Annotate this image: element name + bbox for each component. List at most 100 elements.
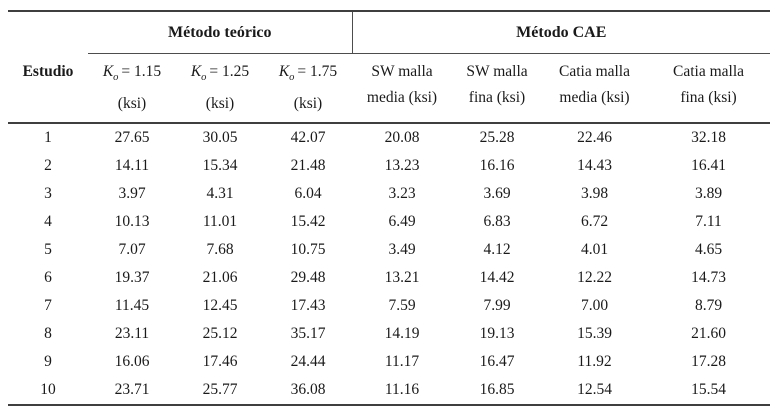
value-cell: 16.85 [479,381,515,398]
value-cell: 15.54 [691,381,726,398]
value-cell: 13.21 [384,269,420,286]
table-row: 7 11.45 12.45 17.43 7.59 7.99 7.00 8.79 [8,292,770,320]
table-row: 1 27.65 30.05 42.07 20.08 25.28 22.46 32.18 [8,123,770,152]
estudio-cell: 3 [44,185,52,202]
value-cell: 22.46 [577,129,612,146]
header-line2: fina (ksi) [680,89,737,106]
value-cell: 16.06 [114,353,150,370]
value-cell: 17.43 [290,297,326,314]
value-cell: 36.08 [290,381,326,398]
table-row: 10 23.71 25.77 36.08 11.16 16.85 12.54 15.54 [8,376,770,405]
value-cell: 27.65 [114,129,150,146]
value-cell: 29.48 [290,269,326,286]
header-line1: Catia malla [558,63,630,80]
value-cell: 15.39 [577,325,612,342]
table-row: 4 10.13 11.01 15.42 6.49 6.83 6.72 7.11 [8,208,770,236]
value-cell: 8.79 [694,297,723,314]
value-cell: 23.71 [114,381,150,398]
value-cell: 4.01 [580,241,609,258]
value-cell: 4.31 [206,185,234,202]
header-line1: SW malla [371,63,433,80]
value-cell: 7.99 [483,297,511,314]
value-cell: 25.12 [202,325,238,342]
value-cell: 25.77 [202,381,238,398]
value-cell: 11.92 [577,353,612,370]
value-cell: 4.65 [694,241,723,258]
value-cell: 12.54 [577,381,612,398]
value-cell: 17.46 [202,353,238,370]
unit-label: (ksi) [117,95,147,113]
value-cell: 11.45 [114,297,150,314]
unit-label: (ksi) [293,95,323,113]
estudio-cell: 6 [44,269,52,286]
estudio-cell: 5 [44,241,52,258]
estudio-cell: 4 [44,213,52,230]
value-cell: 7.59 [388,297,416,314]
value-cell: 12.22 [577,269,612,286]
k-subscript: o [113,72,119,84]
value-cell: 16.41 [691,157,726,174]
k-symbol: K [278,63,290,80]
col-header-k175: Ko = 1.75 (ksi) [264,53,352,124]
group-header-metodo-teorico: Método teórico [88,11,352,54]
k-value: = 1.25 [209,63,250,80]
value-cell: 21.60 [691,325,726,342]
value-cell: 7.00 [580,297,609,314]
value-cell: 20.08 [384,129,420,146]
value-cell: 16.16 [479,157,515,174]
value-cell: 25.28 [479,129,515,146]
value-cell: 10.75 [290,241,326,258]
value-cell: 6.83 [483,213,511,230]
k-value: = 1.75 [297,63,338,80]
value-cell: 14.43 [577,157,612,174]
value-cell: 21.06 [202,269,238,286]
col-header-catia-malla-media: Catia malla media (ksi) [542,53,647,124]
column-header-row: Estudio Ko = 1.15 (ksi) Ko = 1.25 (ksi) Ko… [8,53,771,124]
table-row: 8 23.11 25.12 35.17 14.19 19.13 15.39 21.60 [8,320,770,348]
value-cell: 6.49 [388,213,416,230]
value-cell: 12.45 [202,297,238,314]
value-cell: 17.28 [691,353,726,370]
value-cell: 6.04 [294,185,322,202]
value-cell: 19.13 [479,325,515,342]
group-header-metodo-cae: Método CAE [351,11,771,54]
value-cell: 7.07 [118,241,146,258]
value-cell: 14.19 [384,325,420,342]
value-cell: 21.48 [290,157,326,174]
table-row: 5 7.07 7.68 10.75 3.49 4.12 4.01 4.65 [8,236,770,264]
col-header-sw-malla-media: SW malla media (ksi) [352,53,452,124]
value-cell: 14.11 [114,157,150,174]
value-cell: 19.37 [114,269,150,286]
value-cell: 6.72 [580,213,609,230]
table-row: 3 3.97 4.31 6.04 3.23 3.69 3.98 3.89 [8,180,770,208]
value-cell: 35.17 [290,325,326,342]
value-cell: 3.98 [580,185,609,202]
value-cell: 7.11 [695,213,722,230]
header-line2: media (ksi) [366,89,438,106]
value-cell: 10.13 [114,213,150,230]
unit-label: (ksi) [205,95,235,113]
estudio-cell: 10 [40,381,56,398]
value-cell: 32.18 [691,129,726,146]
header-line1: Catia malla [673,63,745,80]
header-line2: fina (ksi) [468,89,526,106]
value-cell: 3.89 [694,185,723,202]
k-symbol: K [102,63,114,80]
group-header-row: Método teórico Método CAE [8,11,771,54]
value-cell: 3.69 [483,185,511,202]
k-subscript: o [201,72,207,84]
value-cell: 13.23 [384,157,420,174]
col-header-estudio: Estudio [8,53,88,124]
value-cell: 4.12 [483,241,511,258]
col-header-sw-malla-fina: SW malla fina (ksi) [452,53,542,124]
value-cell: 7.68 [206,241,234,258]
value-cell: 11.17 [384,353,420,370]
value-cell: 11.01 [202,213,238,230]
header-line1: SW malla [466,63,528,80]
value-cell: 24.44 [290,353,326,370]
col-header-k125: Ko = 1.25 (ksi) [176,53,264,124]
value-cell: 3.49 [388,241,416,258]
results-table: Método teórico Método CAE Estudio Ko = 1.… [8,10,771,406]
value-cell: 14.73 [691,269,726,286]
